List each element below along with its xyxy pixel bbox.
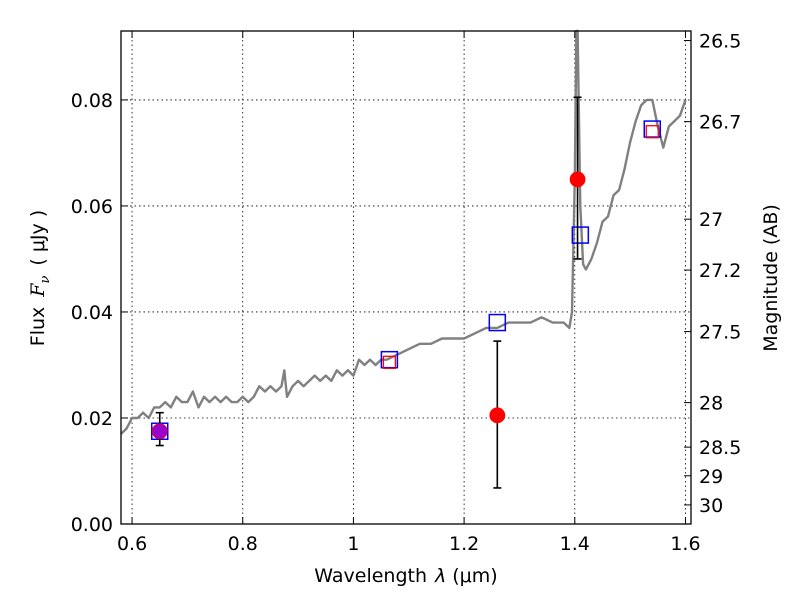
- y2-tick-label: 28.5: [699, 437, 741, 459]
- observed-point: [489, 407, 506, 424]
- y2-tick-label: 27.5: [699, 322, 741, 344]
- y2-tick-label: 26.7: [699, 112, 741, 134]
- x-tick-label: 1.2: [449, 533, 479, 555]
- tick-labels: 0.6 0.8 1 1.2 1.4 1.6 0.00 0.02 0.04 0.06 0.08 26.5…: [71, 31, 742, 555]
- y-tick-label: 0.00: [71, 514, 113, 536]
- x-tick-label: 1.4: [560, 533, 590, 555]
- grid: [121, 31, 691, 525]
- x-tick-label: 1.6: [670, 533, 700, 555]
- x-axis-title: Wavelength λ (μm): [314, 565, 497, 587]
- y-tick-label: 0.08: [71, 90, 113, 112]
- y2-tick-label: 27.2: [699, 260, 741, 282]
- y-tick-label: 0.06: [71, 196, 113, 218]
- model-photometry-square: [380, 350, 399, 369]
- y-tick-label: 0.02: [71, 408, 113, 430]
- x-tick-label: 0.6: [117, 533, 147, 555]
- x-tick-label: 0.8: [228, 533, 258, 555]
- y2-axis-title: Magnitude (AB): [760, 204, 782, 352]
- ticks: [121, 31, 691, 525]
- y2-tick-label: 26.5: [699, 31, 741, 53]
- y2-tick-label: 28: [699, 393, 723, 415]
- observed-point: [569, 171, 586, 188]
- y2-tick-label: 27: [699, 209, 723, 231]
- x-tick-label: 1: [347, 533, 359, 555]
- y-axis-title: FluxFν( μJy ): [27, 210, 53, 346]
- plot-frame: [120, 30, 692, 525]
- y-tick-label: 0.04: [71, 302, 113, 324]
- model-photometry-square: [643, 120, 662, 138]
- observed-upper-square: [645, 125, 659, 139]
- plot-series: [120, 29, 687, 489]
- model-photometry-square: [488, 313, 507, 332]
- observed-upper-square: [382, 355, 397, 369]
- y2-tick-label: 30: [699, 495, 723, 517]
- observed-point: [151, 423, 168, 440]
- y2-tick-label: 29: [699, 466, 723, 488]
- model-photometry-square: [571, 226, 590, 244]
- model-spectrum-line: [120, 29, 687, 435]
